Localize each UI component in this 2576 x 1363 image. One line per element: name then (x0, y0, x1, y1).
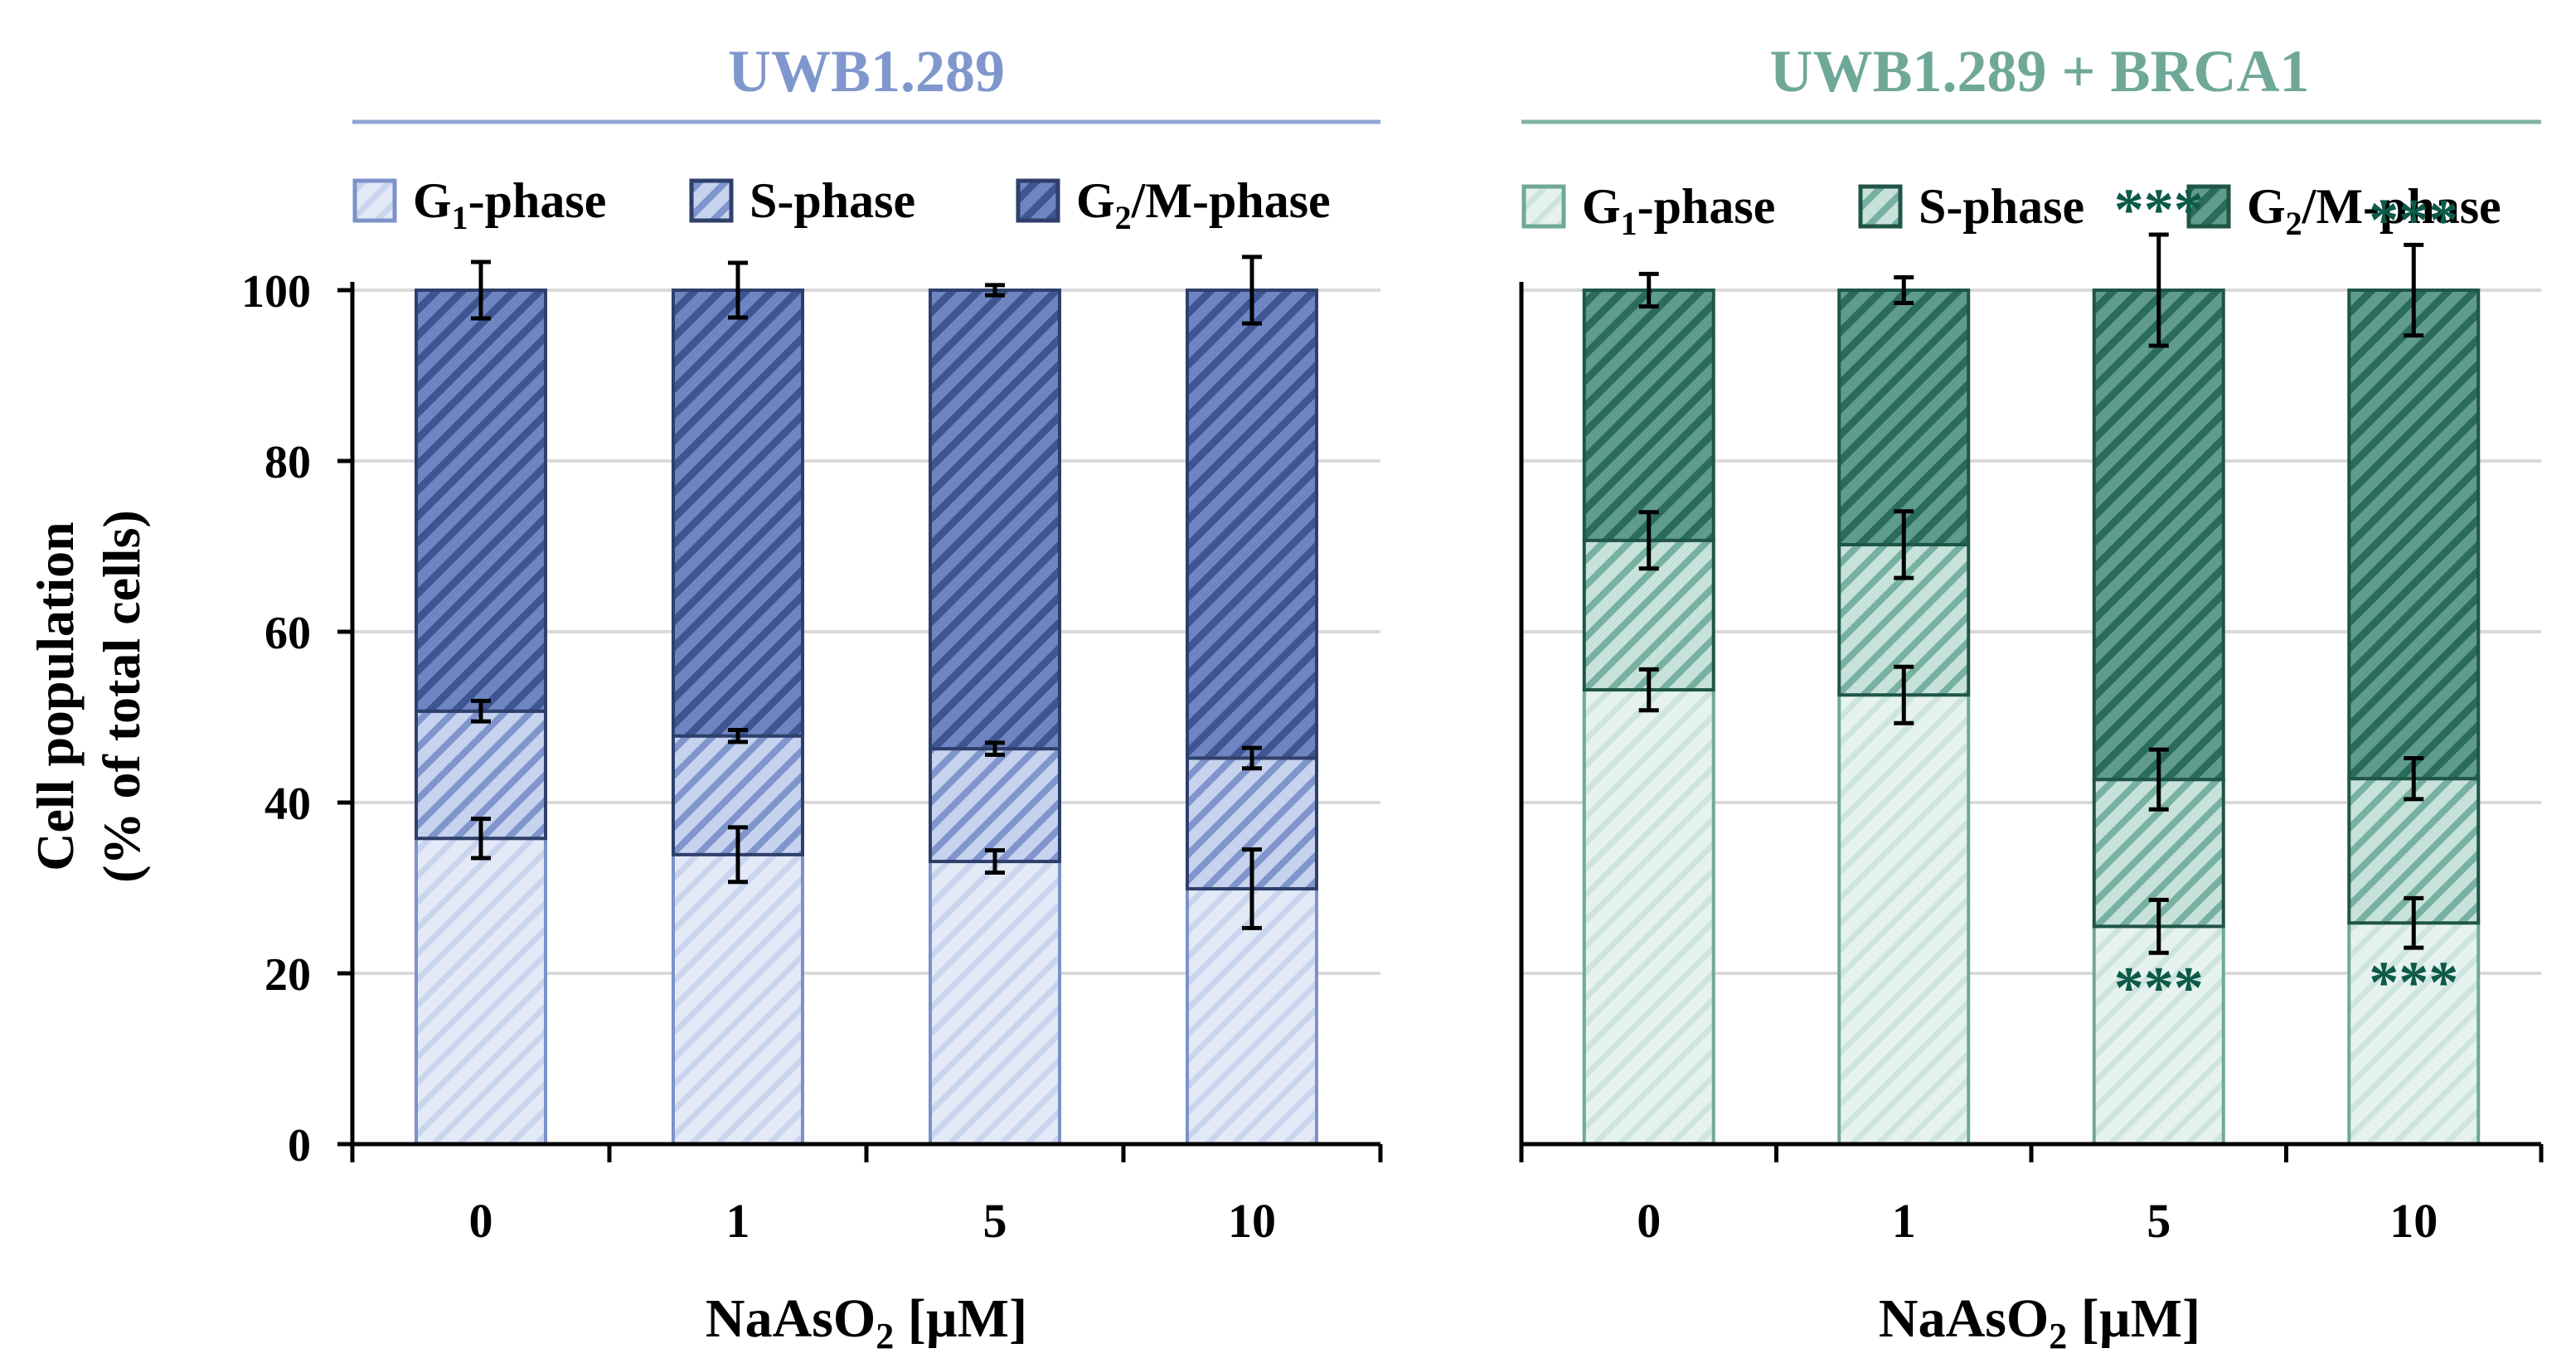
bars: *** *** *** *** (1582, 177, 2481, 1146)
legend-label-s: S-phase (1919, 179, 2084, 234)
error-bar-s-1 (1894, 509, 1914, 580)
bar-g1-0 (1582, 688, 1715, 1146)
error-bar-g2m-10 (1242, 255, 1262, 326)
legend-swatch-g1 (1521, 184, 1566, 229)
bar-g1-1 (672, 852, 804, 1146)
y-tick-label: 100 (241, 266, 311, 318)
y-tick-label: 80 (264, 437, 311, 488)
x-tick-label: 5 (2147, 1194, 2171, 1248)
error-bar-g2m-5 (985, 283, 1005, 298)
error-bar-g2m-10 (2404, 242, 2424, 338)
error-bar-g2m-0 (1638, 271, 1659, 309)
panel-uwb1-289: UWB1.289 G1-phase S-phase G2/M-phase 0 20 40… (241, 38, 1383, 1356)
x-tick-labels: 0 1 5 10 (469, 1194, 1277, 1248)
bar-g1-1 (1837, 693, 1971, 1146)
error-bar-s-5 (985, 740, 1005, 757)
x-axis-title: NaAsO2 [µM] (1879, 1288, 2200, 1356)
legend-label-g1: G1-phase (413, 173, 606, 236)
error-bar-s-5 (2148, 747, 2169, 812)
axes (1519, 282, 2544, 1162)
x-tick-label: 10 (2389, 1194, 2438, 1248)
legend-label-g1: G1-phase (1582, 179, 1775, 242)
y-tick-labels: 0 20 40 60 80 100 (241, 266, 311, 1171)
x-axis-title: NaAsO2 [µM] (706, 1288, 1027, 1356)
error-bar-g2m-5 (2148, 232, 2169, 348)
bars (415, 255, 1318, 1147)
significance-marker: *** (2369, 187, 2458, 253)
panel-title: UWB1.289 + BRCA1 (1769, 38, 2309, 104)
error-bar-g1-0 (471, 817, 491, 861)
y-tick-label: 0 (288, 1120, 311, 1171)
y-axis-title: Cell population (% of total cells) (26, 510, 151, 883)
bar-g1-5 (2092, 924, 2225, 1146)
significance-marker: *** (2369, 949, 2458, 1016)
bar-g2m-5 (929, 289, 1061, 751)
error-bar-g1-5 (985, 848, 1005, 875)
significance-marker: *** (2114, 177, 2204, 243)
x-tick-label: 0 (1637, 1194, 1661, 1248)
y-tick-label: 20 (264, 949, 311, 1001)
error-bar-s-10 (1242, 745, 1262, 771)
bar-g2m-1 (1837, 289, 1971, 546)
x-tick-label: 1 (726, 1194, 750, 1248)
error-bar-g1-1 (1894, 664, 1914, 725)
legend-label-s: S-phase (750, 173, 915, 228)
legend: G1-phase S-phase G2/M-phase (1521, 179, 2501, 242)
legend-swatch-g2m (2186, 184, 2231, 229)
error-bar-g1-10 (2404, 895, 2424, 950)
error-bar-g1-0 (1638, 667, 1659, 713)
x-tick-label: 5 (983, 1194, 1007, 1248)
bar-s-5 (929, 747, 1061, 864)
x-tick-label: 10 (1228, 1194, 1276, 1248)
error-bar-s-0 (1638, 510, 1659, 571)
legend-label-g2m: G2/M-phase (1076, 173, 1331, 236)
panel-uwb1-289-brca1: UWB1.289 + BRCA1 G1-phase S-phase G2/M-pha… (1519, 38, 2544, 1356)
legend-swatch-g2m (1016, 178, 1060, 223)
legend: G1-phase S-phase G2/M-phase (352, 173, 1331, 236)
error-bar-s-0 (471, 698, 491, 724)
error-bar-g2m-0 (471, 260, 491, 321)
bar-g1-5 (929, 860, 1061, 1146)
legend-swatch-g1 (352, 178, 397, 223)
y-tick-label: 40 (264, 779, 311, 830)
error-bar-s-1 (728, 727, 748, 745)
bar-g1-0 (415, 837, 547, 1146)
y-axis-title-line2: (% of total cells) (92, 510, 151, 883)
error-bar-g1-10 (1242, 847, 1262, 930)
legend-swatch-s (689, 178, 734, 223)
x-tick-labels: 0 1 5 10 (1637, 1194, 2438, 1248)
error-bar-g2m-1 (1894, 275, 1914, 305)
bar-g2m-0 (1582, 289, 1715, 542)
bar-g2m-1 (672, 289, 804, 738)
bar-g2m-10 (2347, 289, 2481, 781)
bar-g2m-5 (2092, 289, 2225, 782)
error-bar-g1-1 (728, 825, 748, 885)
y-axis-title-line1: Cell population (26, 521, 85, 871)
error-bar-g1-5 (2148, 897, 2169, 955)
legend-label-g2m: G2/M-phase (2247, 179, 2501, 242)
bar-g2m-0 (415, 289, 547, 713)
axes (337, 282, 1383, 1162)
legend-swatch-s (1858, 184, 1903, 229)
x-tick-label: 0 (469, 1194, 493, 1248)
error-bar-s-10 (2404, 755, 2424, 802)
y-tick-label: 60 (264, 608, 311, 659)
significance-marker: *** (2114, 954, 2204, 1021)
bar-g2m-10 (1186, 289, 1318, 760)
x-tick-label: 1 (1892, 1194, 1916, 1248)
error-bar-g2m-1 (728, 260, 748, 320)
panel-title: UWB1.289 (728, 38, 1005, 104)
